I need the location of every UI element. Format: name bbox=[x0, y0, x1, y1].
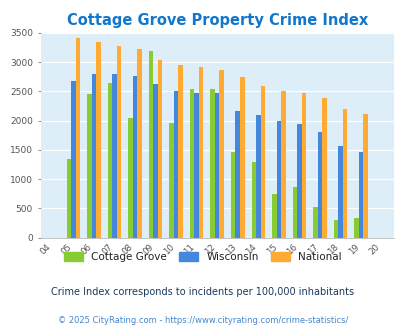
Bar bbox=[149, 51, 153, 238]
Bar bbox=[321, 98, 326, 238]
Bar bbox=[280, 91, 285, 238]
Bar bbox=[353, 218, 358, 238]
Bar bbox=[112, 74, 117, 238]
Title: Cottage Grove Property Crime Index: Cottage Grove Property Crime Index bbox=[66, 13, 367, 28]
Bar bbox=[173, 91, 178, 238]
Bar bbox=[87, 94, 92, 238]
Bar bbox=[92, 74, 96, 238]
Bar bbox=[235, 111, 239, 238]
Bar bbox=[132, 76, 137, 238]
Bar bbox=[158, 60, 162, 238]
Bar bbox=[71, 81, 75, 238]
Bar bbox=[256, 115, 260, 238]
Bar bbox=[169, 123, 173, 238]
Bar bbox=[190, 88, 194, 238]
Bar bbox=[271, 194, 276, 238]
Bar bbox=[230, 152, 235, 238]
Bar bbox=[296, 124, 301, 238]
Bar bbox=[312, 207, 317, 238]
Bar bbox=[96, 42, 100, 238]
Text: © 2025 CityRating.com - https://www.cityrating.com/crime-statistics/: © 2025 CityRating.com - https://www.city… bbox=[58, 316, 347, 325]
Bar bbox=[333, 220, 337, 238]
Bar bbox=[128, 118, 132, 238]
Bar bbox=[342, 109, 346, 238]
Bar bbox=[75, 38, 80, 238]
Bar bbox=[251, 162, 256, 238]
Bar bbox=[194, 93, 198, 238]
Text: Crime Index corresponds to incidents per 100,000 inhabitants: Crime Index corresponds to incidents per… bbox=[51, 287, 354, 297]
Bar bbox=[219, 70, 224, 238]
Bar bbox=[239, 78, 244, 238]
Bar bbox=[276, 121, 280, 238]
Bar bbox=[107, 83, 112, 238]
Bar bbox=[362, 114, 367, 238]
Bar bbox=[292, 187, 296, 238]
Legend: Cottage Grove, Wisconsin, National: Cottage Grove, Wisconsin, National bbox=[60, 248, 345, 266]
Bar bbox=[137, 50, 141, 238]
Bar bbox=[214, 93, 219, 238]
Bar bbox=[358, 152, 362, 238]
Bar bbox=[178, 65, 183, 238]
Bar bbox=[337, 147, 342, 238]
Bar bbox=[260, 85, 264, 238]
Bar bbox=[153, 84, 158, 238]
Bar bbox=[66, 159, 71, 238]
Bar bbox=[317, 132, 321, 238]
Bar bbox=[301, 93, 305, 238]
Bar bbox=[117, 47, 121, 238]
Bar bbox=[210, 88, 214, 238]
Bar bbox=[198, 67, 203, 238]
